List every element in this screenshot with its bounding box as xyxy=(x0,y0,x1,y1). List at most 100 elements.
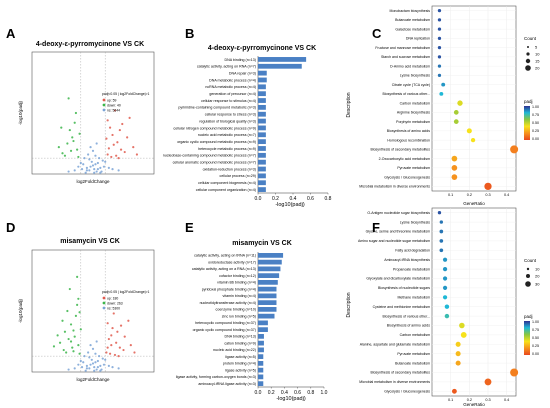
size-legend-value-2: 10 xyxy=(535,52,540,57)
volcano-point-ns xyxy=(83,157,86,160)
volcano-point-up xyxy=(128,116,131,119)
volcano-point-up xyxy=(108,352,112,355)
bar-chart-body: catalytic activity, acting on tRNA (n=11… xyxy=(176,252,328,396)
bar xyxy=(258,307,277,312)
volcano-point-down xyxy=(66,309,69,313)
color-legend-value: 0.75 xyxy=(532,328,539,332)
color-legend-value: 1.00 xyxy=(532,105,539,109)
color-legend-title: padj xyxy=(524,99,533,104)
x-tick-label: 0.6 xyxy=(307,196,314,202)
category-label: vitamin binding (n=4) xyxy=(223,294,256,298)
category-label: nucleic acid binding (n=22) xyxy=(213,348,256,352)
dot xyxy=(442,257,448,262)
dot xyxy=(442,285,448,291)
bar xyxy=(258,146,266,151)
bar xyxy=(258,98,266,103)
size-legend-value-1: 5 xyxy=(535,45,538,50)
volcano-point-ns xyxy=(104,358,107,361)
volcano-point-up xyxy=(105,351,108,354)
bar xyxy=(258,118,266,124)
volcano-point-down xyxy=(58,341,62,344)
dot xyxy=(451,174,458,180)
x-tick-label: 0.0 xyxy=(255,390,262,396)
category-label: D-Amino acid metabolism xyxy=(390,64,430,68)
volcano-point-down xyxy=(61,319,64,322)
bar xyxy=(258,173,266,179)
color-legend-value: 0.00 xyxy=(532,352,539,356)
legend-item-down: down: 40 xyxy=(107,103,121,107)
volcano-point-down xyxy=(77,344,80,347)
volcano-point-down xyxy=(79,328,82,331)
category-label: regulation of biological quality (n=3) xyxy=(199,119,256,123)
category-label: cellular response to stimulus (n=4) xyxy=(201,99,256,103)
bar xyxy=(258,381,264,386)
dot xyxy=(439,220,443,224)
size-legend-title: Count xyxy=(524,258,537,263)
category-label: Pyruvate metabolism xyxy=(397,166,430,170)
volcano-point-ns xyxy=(91,347,95,350)
x-tick-label: 0.3 xyxy=(485,398,490,402)
category-label: heterocycle metabolic process (n=9) xyxy=(198,147,256,151)
legend-marker-up xyxy=(102,296,106,300)
volcano-point-up xyxy=(122,348,125,352)
volcano-point-down xyxy=(73,335,76,338)
color-legend-title: padj xyxy=(524,314,533,319)
volcano-point-down xyxy=(56,334,59,337)
category-label: cation binding (n=9) xyxy=(224,341,256,345)
volcano-point-down xyxy=(72,350,75,353)
dot xyxy=(437,55,442,59)
bar xyxy=(258,266,281,272)
volcano-point-ns xyxy=(79,161,82,165)
category-label: zinc ion binding (n=5) xyxy=(222,314,256,318)
size-legend: Count 5 10 15 20 xyxy=(524,36,540,71)
volcano-point-down xyxy=(74,111,78,115)
volcano-point-down xyxy=(77,297,80,300)
volcano-point-ns xyxy=(88,169,91,172)
dot xyxy=(437,64,442,68)
volcano-point-ns xyxy=(99,171,102,174)
color-legend-value: 0.50 xyxy=(532,121,539,125)
plot-frame xyxy=(431,5,517,192)
volcano-point-up xyxy=(119,148,123,151)
volcano-point-up xyxy=(106,322,109,325)
bar xyxy=(258,347,264,353)
category-label: Microbial metabolism in diverse environm… xyxy=(359,185,430,189)
dot xyxy=(437,8,442,13)
bar xyxy=(258,280,278,285)
dot xyxy=(444,313,450,319)
volcano-point-down xyxy=(76,148,79,151)
bar xyxy=(258,180,266,186)
size-legend-value-4: 20 xyxy=(535,66,540,71)
x-tick-label: 1.0 xyxy=(321,390,328,396)
volcano-point-up xyxy=(106,119,109,122)
volcano-point-ns xyxy=(94,154,97,157)
category-label: nucleic acid metabolic process (n=7) xyxy=(198,133,256,137)
legend-title: padj<0.05 | log2FoldChange|>1 xyxy=(102,92,149,96)
volcano-point-up xyxy=(112,312,115,315)
category-label: Porphyrin metabolism xyxy=(396,120,430,124)
color-legend-value: 0.25 xyxy=(532,129,539,133)
panel-letter-a: A xyxy=(6,26,16,41)
color-legend-value: 0.00 xyxy=(532,137,539,141)
dot xyxy=(510,368,519,377)
dot xyxy=(439,91,444,96)
x-tick-label: 0.4 xyxy=(290,196,297,202)
bar xyxy=(258,327,268,332)
volcano-point-ns xyxy=(91,164,95,167)
dot xyxy=(437,36,442,41)
volcano-point-ns xyxy=(87,351,90,354)
volcano-point-ns xyxy=(93,369,96,372)
volcano-point-up xyxy=(121,122,124,126)
volcano-point-down xyxy=(63,154,67,157)
dot xyxy=(470,137,476,143)
category-label: catalytic activity, acting on tRNA (n=11… xyxy=(194,254,256,258)
x-tick-label: 0.1 xyxy=(448,193,453,197)
volcano-point-up xyxy=(116,141,119,144)
bar xyxy=(258,111,266,117)
go-bar-chart-b: 4-deoxy-ε-pyrromycinone VS CK DNA bindin… xyxy=(163,45,332,208)
category-label: Starch and sucrose metabolism xyxy=(381,55,430,59)
volcano-point-up xyxy=(113,109,117,112)
volcano-point-up xyxy=(115,341,118,344)
y-axis-label: -log10(padj) xyxy=(18,100,23,125)
category-label: cellular process (n=29) xyxy=(220,174,256,178)
